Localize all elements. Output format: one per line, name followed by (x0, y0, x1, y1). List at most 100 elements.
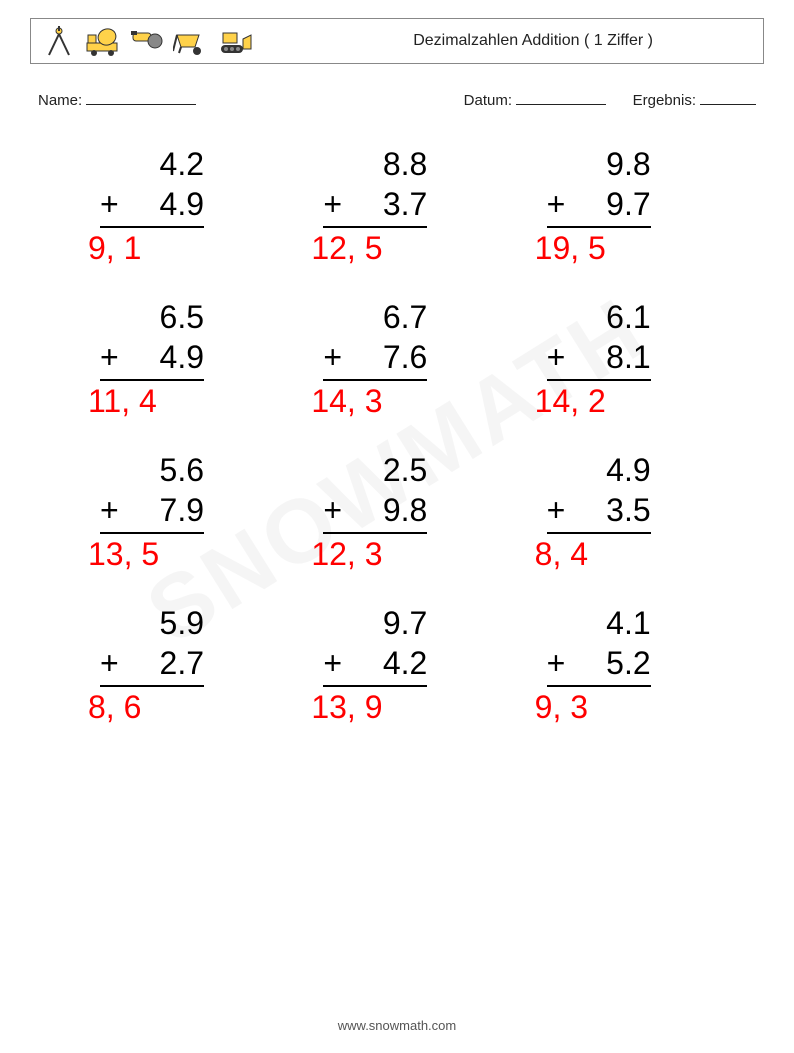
answer: 8, 4 (535, 536, 588, 573)
operand-b-row: +5.2 (547, 643, 651, 687)
operator: + (547, 490, 566, 530)
operator: + (547, 643, 566, 683)
operand-b: 9.7 (606, 186, 650, 222)
problem-numbers: 6.7 +7.6 (323, 297, 427, 381)
operator: + (323, 643, 342, 683)
problem: 5.9 +2.7 8, 6 (70, 603, 240, 726)
compass-icon (41, 23, 77, 59)
header-box: Dezimalzahlen Addition ( 1 Ziffer ) (30, 18, 764, 64)
answer: 9, 3 (535, 689, 588, 726)
result-label: Ergebnis: (633, 92, 696, 109)
problem: 4.9 +3.5 8, 4 (517, 450, 687, 573)
grinder-icon (129, 23, 165, 59)
operand-b-row: +9.7 (547, 184, 651, 228)
problem-numbers: 4.2 +4.9 (100, 144, 204, 228)
field-date: Datum: (464, 92, 606, 109)
operator: + (323, 184, 342, 224)
operator: + (547, 184, 566, 224)
problem-numbers: 5.6 +7.9 (100, 450, 204, 534)
answer: 14, 3 (311, 383, 382, 420)
answer: 13, 5 (88, 536, 159, 573)
operand-b: 3.7 (383, 186, 427, 222)
operator: + (100, 490, 119, 530)
operator: + (323, 490, 342, 530)
problem-numbers: 8.8 +3.7 (323, 144, 427, 228)
problem: 6.1 +8.1 14, 2 (517, 297, 687, 420)
header-title: Dezimalzahlen Addition ( 1 Ziffer ) (413, 32, 653, 50)
operand-b: 7.9 (160, 492, 204, 528)
operand-b: 5.2 (606, 645, 650, 681)
field-result: Ergebnis: (633, 92, 756, 109)
page-root: Dezimalzahlen Addition ( 1 Ziffer ) Name… (0, 0, 794, 1053)
problem-numbers: 4.1 +5.2 (547, 603, 651, 687)
operand-a: 5.6 (100, 450, 204, 490)
fields-row: Name: Datum: Ergebnis: (38, 92, 756, 120)
operator: + (547, 337, 566, 377)
answer: 19, 5 (535, 230, 606, 267)
operand-b-row: +7.9 (100, 490, 204, 534)
date-label: Datum: (464, 92, 512, 109)
problem-numbers: 9.8 +9.7 (547, 144, 651, 228)
operand-a: 2.5 (323, 450, 427, 490)
operand-a: 9.7 (323, 603, 427, 643)
operand-b: 4.2 (383, 645, 427, 681)
problem-numbers: 6.5 +4.9 (100, 297, 204, 381)
operand-a: 4.1 (547, 603, 651, 643)
operand-b-row: +2.7 (100, 643, 204, 687)
problem-numbers: 4.9 +3.5 (547, 450, 651, 534)
problem: 9.7 +4.2 13, 9 (293, 603, 463, 726)
answer: 13, 9 (311, 689, 382, 726)
operand-b: 4.9 (160, 339, 204, 375)
operand-b-row: +4.9 (100, 184, 204, 228)
problems-grid: 4.2 +4.9 9, 1 8.8 +3.7 12, 5 9.8 +9.7 19… (70, 144, 720, 726)
problem: 2.5 +9.8 12, 3 (293, 450, 463, 573)
field-name: Name: (38, 92, 196, 109)
operand-a: 6.1 (547, 297, 651, 337)
problem: 5.6 +7.9 13, 5 (70, 450, 240, 573)
problem: 6.7 +7.6 14, 3 (293, 297, 463, 420)
operand-b-row: +4.2 (323, 643, 427, 687)
wheelbarrow-icon (173, 23, 209, 59)
operand-b: 7.6 (383, 339, 427, 375)
operand-a: 5.9 (100, 603, 204, 643)
operand-a: 6.5 (100, 297, 204, 337)
operator: + (100, 337, 119, 377)
date-blank-line (516, 104, 606, 105)
problem-numbers: 5.9 +2.7 (100, 603, 204, 687)
operand-b: 4.9 (160, 186, 204, 222)
operator: + (100, 184, 119, 224)
answer: 12, 3 (311, 536, 382, 573)
operand-b-row: +9.8 (323, 490, 427, 534)
problem-numbers: 2.5 +9.8 (323, 450, 427, 534)
operand-b-row: +3.5 (547, 490, 651, 534)
operand-a: 9.8 (547, 144, 651, 184)
cement-mixer-icon (85, 23, 121, 59)
operand-a: 4.2 (100, 144, 204, 184)
operand-b-row: +3.7 (323, 184, 427, 228)
result-blank-line (700, 104, 756, 105)
answer: 12, 5 (311, 230, 382, 267)
problem-numbers: 9.7 +4.2 (323, 603, 427, 687)
operand-b: 9.8 (383, 492, 427, 528)
footer-url: www.snowmath.com (0, 1018, 794, 1033)
name-label: Name: (38, 92, 82, 109)
answer: 8, 6 (88, 689, 141, 726)
problem: 8.8 +3.7 12, 5 (293, 144, 463, 267)
name-blank-line (86, 104, 196, 105)
operand-b: 8.1 (606, 339, 650, 375)
operand-b: 2.7 (160, 645, 204, 681)
problem: 4.1 +5.2 9, 3 (517, 603, 687, 726)
header-icons (31, 23, 253, 59)
operand-a: 8.8 (323, 144, 427, 184)
problem-numbers: 6.1 +8.1 (547, 297, 651, 381)
answer: 11, 4 (88, 383, 157, 420)
operand-a: 6.7 (323, 297, 427, 337)
answer: 9, 1 (88, 230, 141, 267)
problem: 9.8 +9.7 19, 5 (517, 144, 687, 267)
answer: 14, 2 (535, 383, 606, 420)
operand-b: 3.5 (606, 492, 650, 528)
problem: 4.2 +4.9 9, 1 (70, 144, 240, 267)
operand-b-row: +8.1 (547, 337, 651, 381)
problem: 6.5 +4.9 11, 4 (70, 297, 240, 420)
bulldozer-icon (217, 23, 253, 59)
